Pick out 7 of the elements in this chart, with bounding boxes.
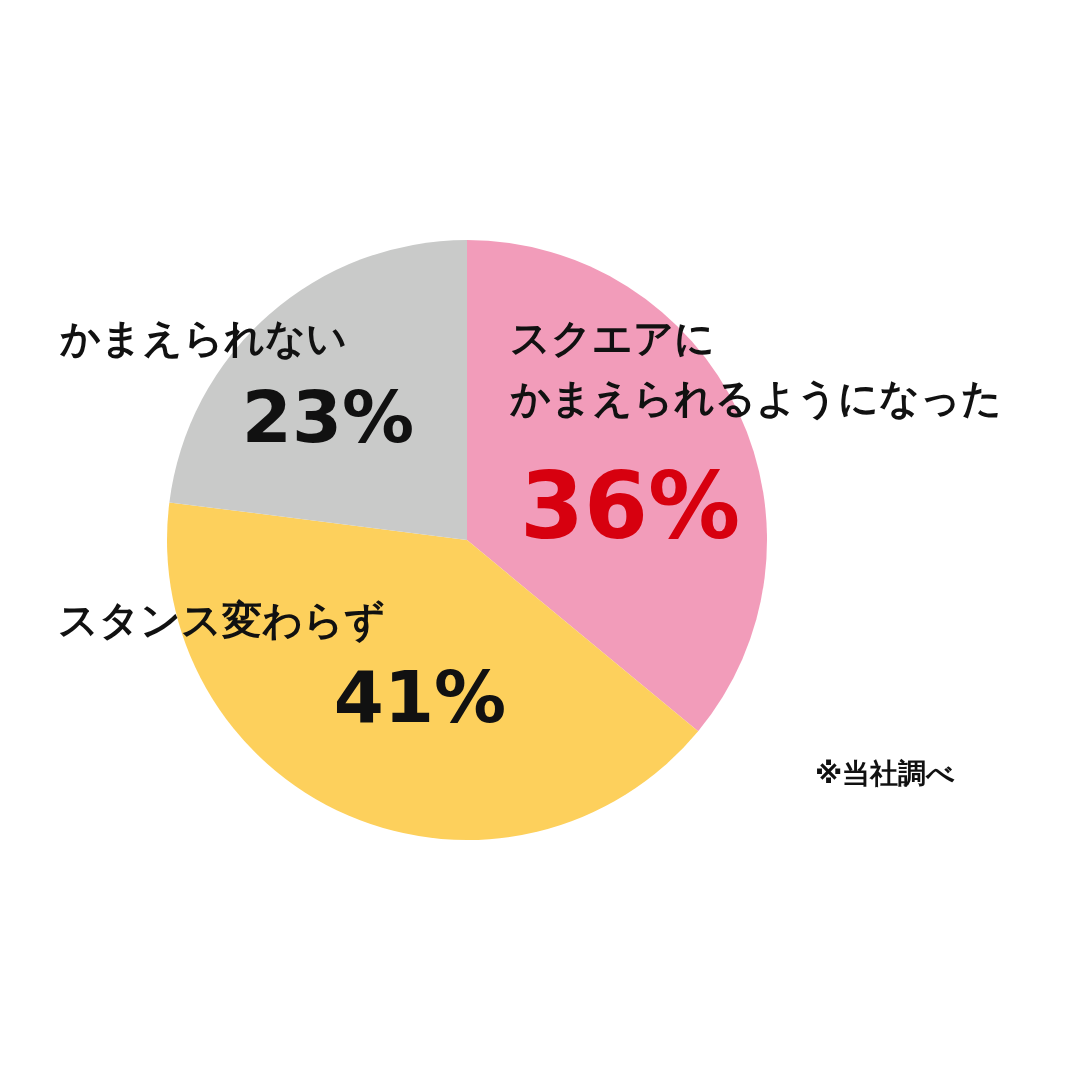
slice-label: スクエアにかまえられるようになった: [509, 315, 1002, 421]
slice-label: かまえられない: [59, 315, 347, 361]
data-label: 41%: [333, 655, 507, 739]
data-label: 23%: [241, 375, 415, 459]
slice-label: スタンス変わらず: [58, 597, 385, 644]
text: ※当社調べ: [814, 757, 956, 790]
data-label: 36%: [519, 453, 741, 560]
